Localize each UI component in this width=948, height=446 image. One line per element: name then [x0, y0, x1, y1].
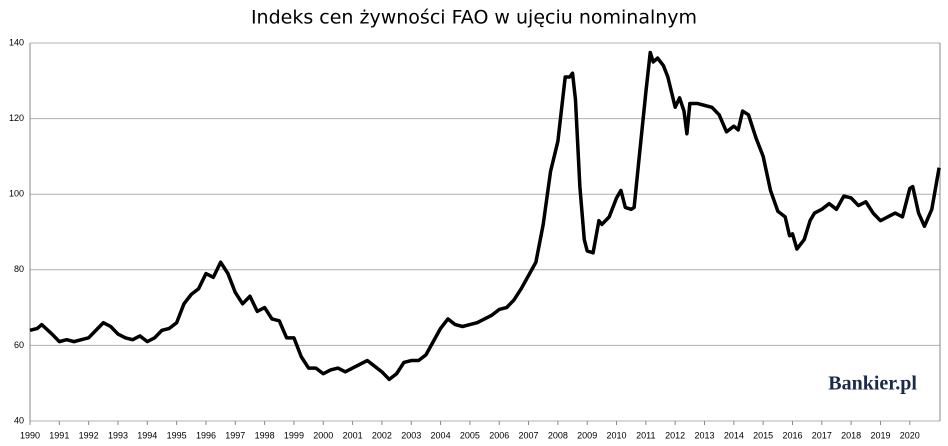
x-tick-label: 1999: [284, 430, 304, 440]
x-tick-label: 2013: [694, 430, 714, 440]
y-tick-label: 140: [9, 37, 24, 47]
x-tick-label: 2009: [577, 430, 597, 440]
x-tick-label: 2014: [724, 430, 744, 440]
x-tick-label: 2001: [343, 430, 363, 440]
x-tick-label: 2011: [636, 430, 655, 440]
y-tick-label: 100: [9, 189, 24, 199]
y-tick-label: 120: [9, 113, 24, 123]
x-tick-label: 2019: [870, 430, 890, 440]
y-tick-label: 40: [14, 415, 24, 425]
x-tick-label: 1990: [20, 430, 40, 440]
x-tick-label: 2017: [812, 430, 832, 440]
y-tick-label: 60: [14, 340, 24, 350]
y-tick-label: 80: [14, 264, 24, 274]
x-tick-label: 1993: [108, 430, 128, 440]
x-tick-label: 2016: [782, 430, 802, 440]
x-tick-label: 2020: [900, 430, 920, 440]
x-tick-label: 1991: [49, 430, 69, 440]
x-tick-label: 2015: [753, 430, 773, 440]
x-tick-label: 2010: [607, 430, 627, 440]
x-tick-label: 2018: [841, 430, 861, 440]
x-tick-label: 2002: [372, 430, 392, 440]
x-tick-label: 2003: [401, 430, 421, 440]
line-series: [29, 50, 941, 382]
x-tick-label: 1995: [167, 430, 187, 440]
x-tick-label: 1996: [196, 430, 216, 440]
x-tick-label: 2005: [460, 430, 480, 440]
chart-title: Indeks cen żywności FAO w ujęciu nominal…: [251, 7, 697, 29]
x-tick-label: 1994: [137, 430, 157, 440]
x-tick-label: 1998: [255, 430, 275, 440]
x-tick-label: 1992: [79, 430, 99, 440]
watermark: Bankier.pl: [828, 373, 917, 395]
x-tick-label: 1997: [225, 430, 245, 440]
x-tick-label: 2000: [313, 430, 333, 440]
x-tick-label: 2008: [548, 430, 568, 440]
x-tick-label: 2006: [489, 430, 509, 440]
x-tick-label: 2012: [665, 430, 685, 440]
x-tick-label: 2004: [431, 430, 451, 440]
x-tick-label: 2007: [519, 430, 539, 440]
